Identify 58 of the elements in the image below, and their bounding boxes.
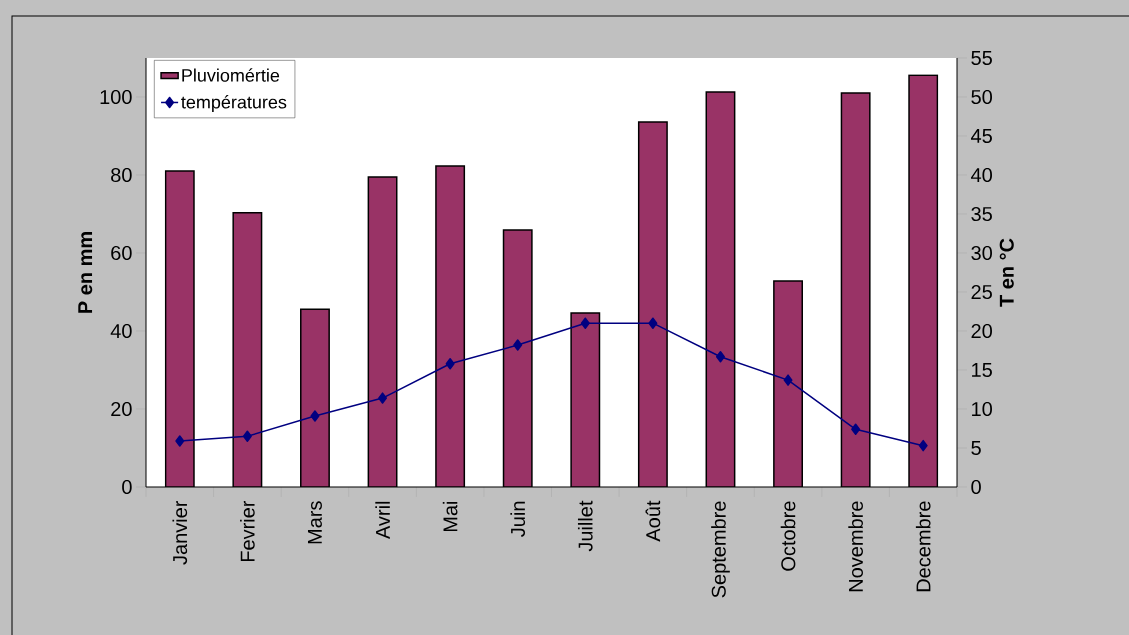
point (851, 423, 861, 436)
x-tick-label: Decembre (915, 501, 931, 592)
bar (840, 92, 871, 487)
x-tick-label: Mai (442, 501, 458, 532)
y-axis-title: P en mm (78, 232, 93, 313)
y-tick-label: 80 (111, 167, 132, 183)
y2-axis-title: T en °C (999, 238, 1014, 307)
x-tick-label: Fevrier (240, 500, 255, 562)
x-tick-label: Janvier (172, 500, 188, 565)
y2-tick-label: 30 (971, 245, 992, 261)
bar (164, 170, 195, 487)
y-tick-label: 40 (110, 323, 132, 339)
point (175, 435, 185, 447)
bar (705, 91, 736, 487)
y2-tick-label: 25 (971, 284, 992, 300)
y2-tick-label: 50 (971, 89, 992, 105)
point (580, 317, 590, 329)
bar (367, 176, 398, 487)
y-tick-label: 60 (111, 245, 132, 261)
y2-tick-label: 15 (972, 363, 992, 377)
bar (637, 121, 668, 487)
point (648, 317, 658, 329)
bar (773, 280, 803, 487)
x-tick-label: Octobre (780, 501, 796, 571)
y2-tick-label: 20 (971, 323, 992, 339)
y2-tick-label: 10 (972, 401, 992, 417)
y2-tick-label: 45 (971, 129, 992, 143)
point (715, 350, 725, 363)
y-tick-label: 100 (100, 89, 132, 105)
y-tick-label: 0 (122, 479, 132, 495)
x-tick-label: Juillet (577, 500, 593, 552)
legend-label: Pluviomértie (182, 68, 280, 82)
bar (502, 229, 533, 487)
bar (570, 312, 601, 487)
point (445, 358, 455, 370)
x-tick-label: Novembre (848, 501, 863, 592)
point (918, 439, 928, 452)
point (310, 410, 320, 422)
x-tick-label: Septembre (711, 501, 730, 598)
y2-tick-label: 55 (971, 51, 992, 65)
legend-label: températures (181, 95, 287, 113)
x-tick-label: Août (645, 500, 661, 542)
y2-tick-label: 5 (971, 441, 981, 455)
bar (300, 308, 330, 487)
point (378, 392, 388, 404)
y2-tick-label: 40 (971, 167, 992, 183)
x-tick-label: Avril (375, 501, 390, 540)
point (783, 374, 793, 386)
bar (908, 74, 939, 487)
x-tick-label: Juin (510, 501, 526, 537)
point (513, 339, 523, 351)
point (242, 430, 252, 443)
bar (435, 165, 466, 487)
y2-tick-label: 35 (971, 206, 992, 222)
y-tick-label: 20 (111, 401, 132, 417)
y2-tick-label: 0 (971, 479, 981, 495)
x-tick-label: Mars (307, 501, 322, 544)
bar (232, 212, 263, 487)
